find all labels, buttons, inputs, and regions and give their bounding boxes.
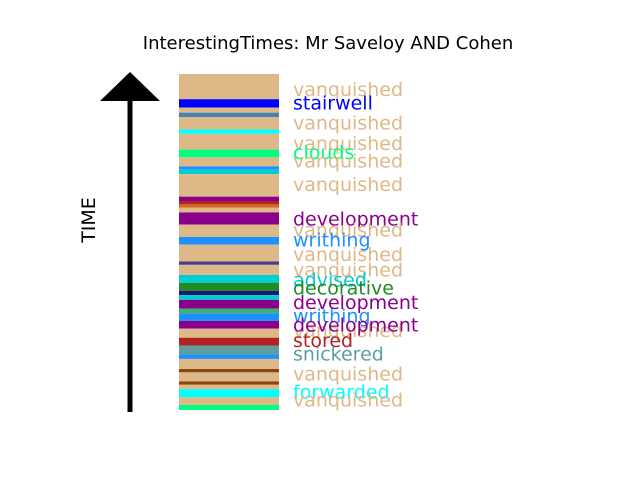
timeline-band-21 xyxy=(179,264,279,275)
timeline-label-9: writhing xyxy=(293,229,371,251)
timeline-band-26 xyxy=(179,299,279,309)
timeline-band-38 xyxy=(179,384,279,390)
timeline-label-22: vanquished xyxy=(293,389,403,411)
timeline-label-3: vanquished xyxy=(293,133,403,155)
timeline-band-7 xyxy=(179,149,279,158)
timeline-band-31 xyxy=(179,337,279,346)
timeline-band-30 xyxy=(179,328,279,338)
timeline-band-35 xyxy=(179,369,279,373)
timeline-band-18 xyxy=(179,236,279,245)
timeline-band-34 xyxy=(179,358,279,370)
timeline-band-36 xyxy=(179,372,279,382)
timeline-label-10: vanquished xyxy=(293,244,403,266)
timeline-label-0: vanquished xyxy=(293,79,403,101)
timeline-band-23 xyxy=(179,282,279,291)
timeline-label-16: vanquished xyxy=(293,320,403,342)
timeline-band-15 xyxy=(179,207,279,213)
timeline-band-13 xyxy=(179,201,279,205)
time-arrow-head xyxy=(100,72,160,101)
timeline-label-21: forwarded xyxy=(293,382,390,404)
timeline-band-14 xyxy=(179,204,279,208)
timeline-bands xyxy=(179,74,279,410)
timeline-band-24 xyxy=(179,290,279,296)
timeline-band-40 xyxy=(179,397,279,405)
timeline-label-13: decorative xyxy=(293,278,394,300)
timeline-band-17 xyxy=(179,224,279,237)
timeline-band-9 xyxy=(179,166,279,170)
y-axis-label: TIME xyxy=(78,197,100,244)
timeline-label-8: vanquished xyxy=(293,220,403,242)
timeline-band-12 xyxy=(179,196,279,202)
timeline-band-8 xyxy=(179,157,279,167)
timeline-label-14: development xyxy=(293,292,418,314)
time-axis-arrow xyxy=(100,72,160,412)
timeline-label-17: development xyxy=(293,314,418,336)
timeline-band-27 xyxy=(179,308,279,314)
timeline-band-19 xyxy=(179,244,279,262)
timeline-band-10 xyxy=(179,169,279,175)
timeline-band-25 xyxy=(179,295,279,300)
timeline-band-22 xyxy=(179,274,279,283)
timeline-band-16 xyxy=(179,212,279,225)
timeline-label-2: vanquished xyxy=(293,113,403,135)
timeline-label-20: vanquished xyxy=(293,364,403,386)
timeline-label-18: stored xyxy=(293,330,353,352)
timeline-band-2 xyxy=(179,107,279,113)
timeline-band-41 xyxy=(179,404,279,410)
timeline-band-1 xyxy=(179,99,279,108)
timeline-band-5 xyxy=(179,129,279,134)
timeline-band-3 xyxy=(179,112,279,118)
timeline-band-11 xyxy=(179,174,279,197)
timeline-label-12: advised xyxy=(293,269,367,291)
timeline-label-1: stairwell xyxy=(293,93,373,115)
timeline-band-29 xyxy=(179,320,279,329)
timeline-label-7: development xyxy=(293,208,418,230)
timeline-band-28 xyxy=(179,313,279,321)
timeline-label-4: clouds xyxy=(293,142,354,164)
timeline-label-19: snickered xyxy=(293,344,384,366)
timeline-band-33 xyxy=(179,354,279,359)
timeline-band-6 xyxy=(179,133,279,150)
timeline-label-6: vanquished xyxy=(293,174,403,196)
chart-title: InterestingTimes: Mr Saveloy AND Cohen xyxy=(143,33,513,54)
timeline-label-15: writhing xyxy=(293,305,371,327)
timeline-band-20 xyxy=(179,261,279,265)
timeline-labels: vanquishedstairwellvanquishedvanquishedc… xyxy=(293,79,418,411)
timeline-band-37 xyxy=(179,381,279,385)
timeline-label-11: vanquished xyxy=(293,260,403,282)
timeline-band-32 xyxy=(179,345,279,355)
timeline-label-5: vanquished xyxy=(293,150,403,172)
timeline-band-4 xyxy=(179,117,279,130)
timeline-band-39 xyxy=(179,389,279,398)
timeline-band-0 xyxy=(179,74,279,100)
